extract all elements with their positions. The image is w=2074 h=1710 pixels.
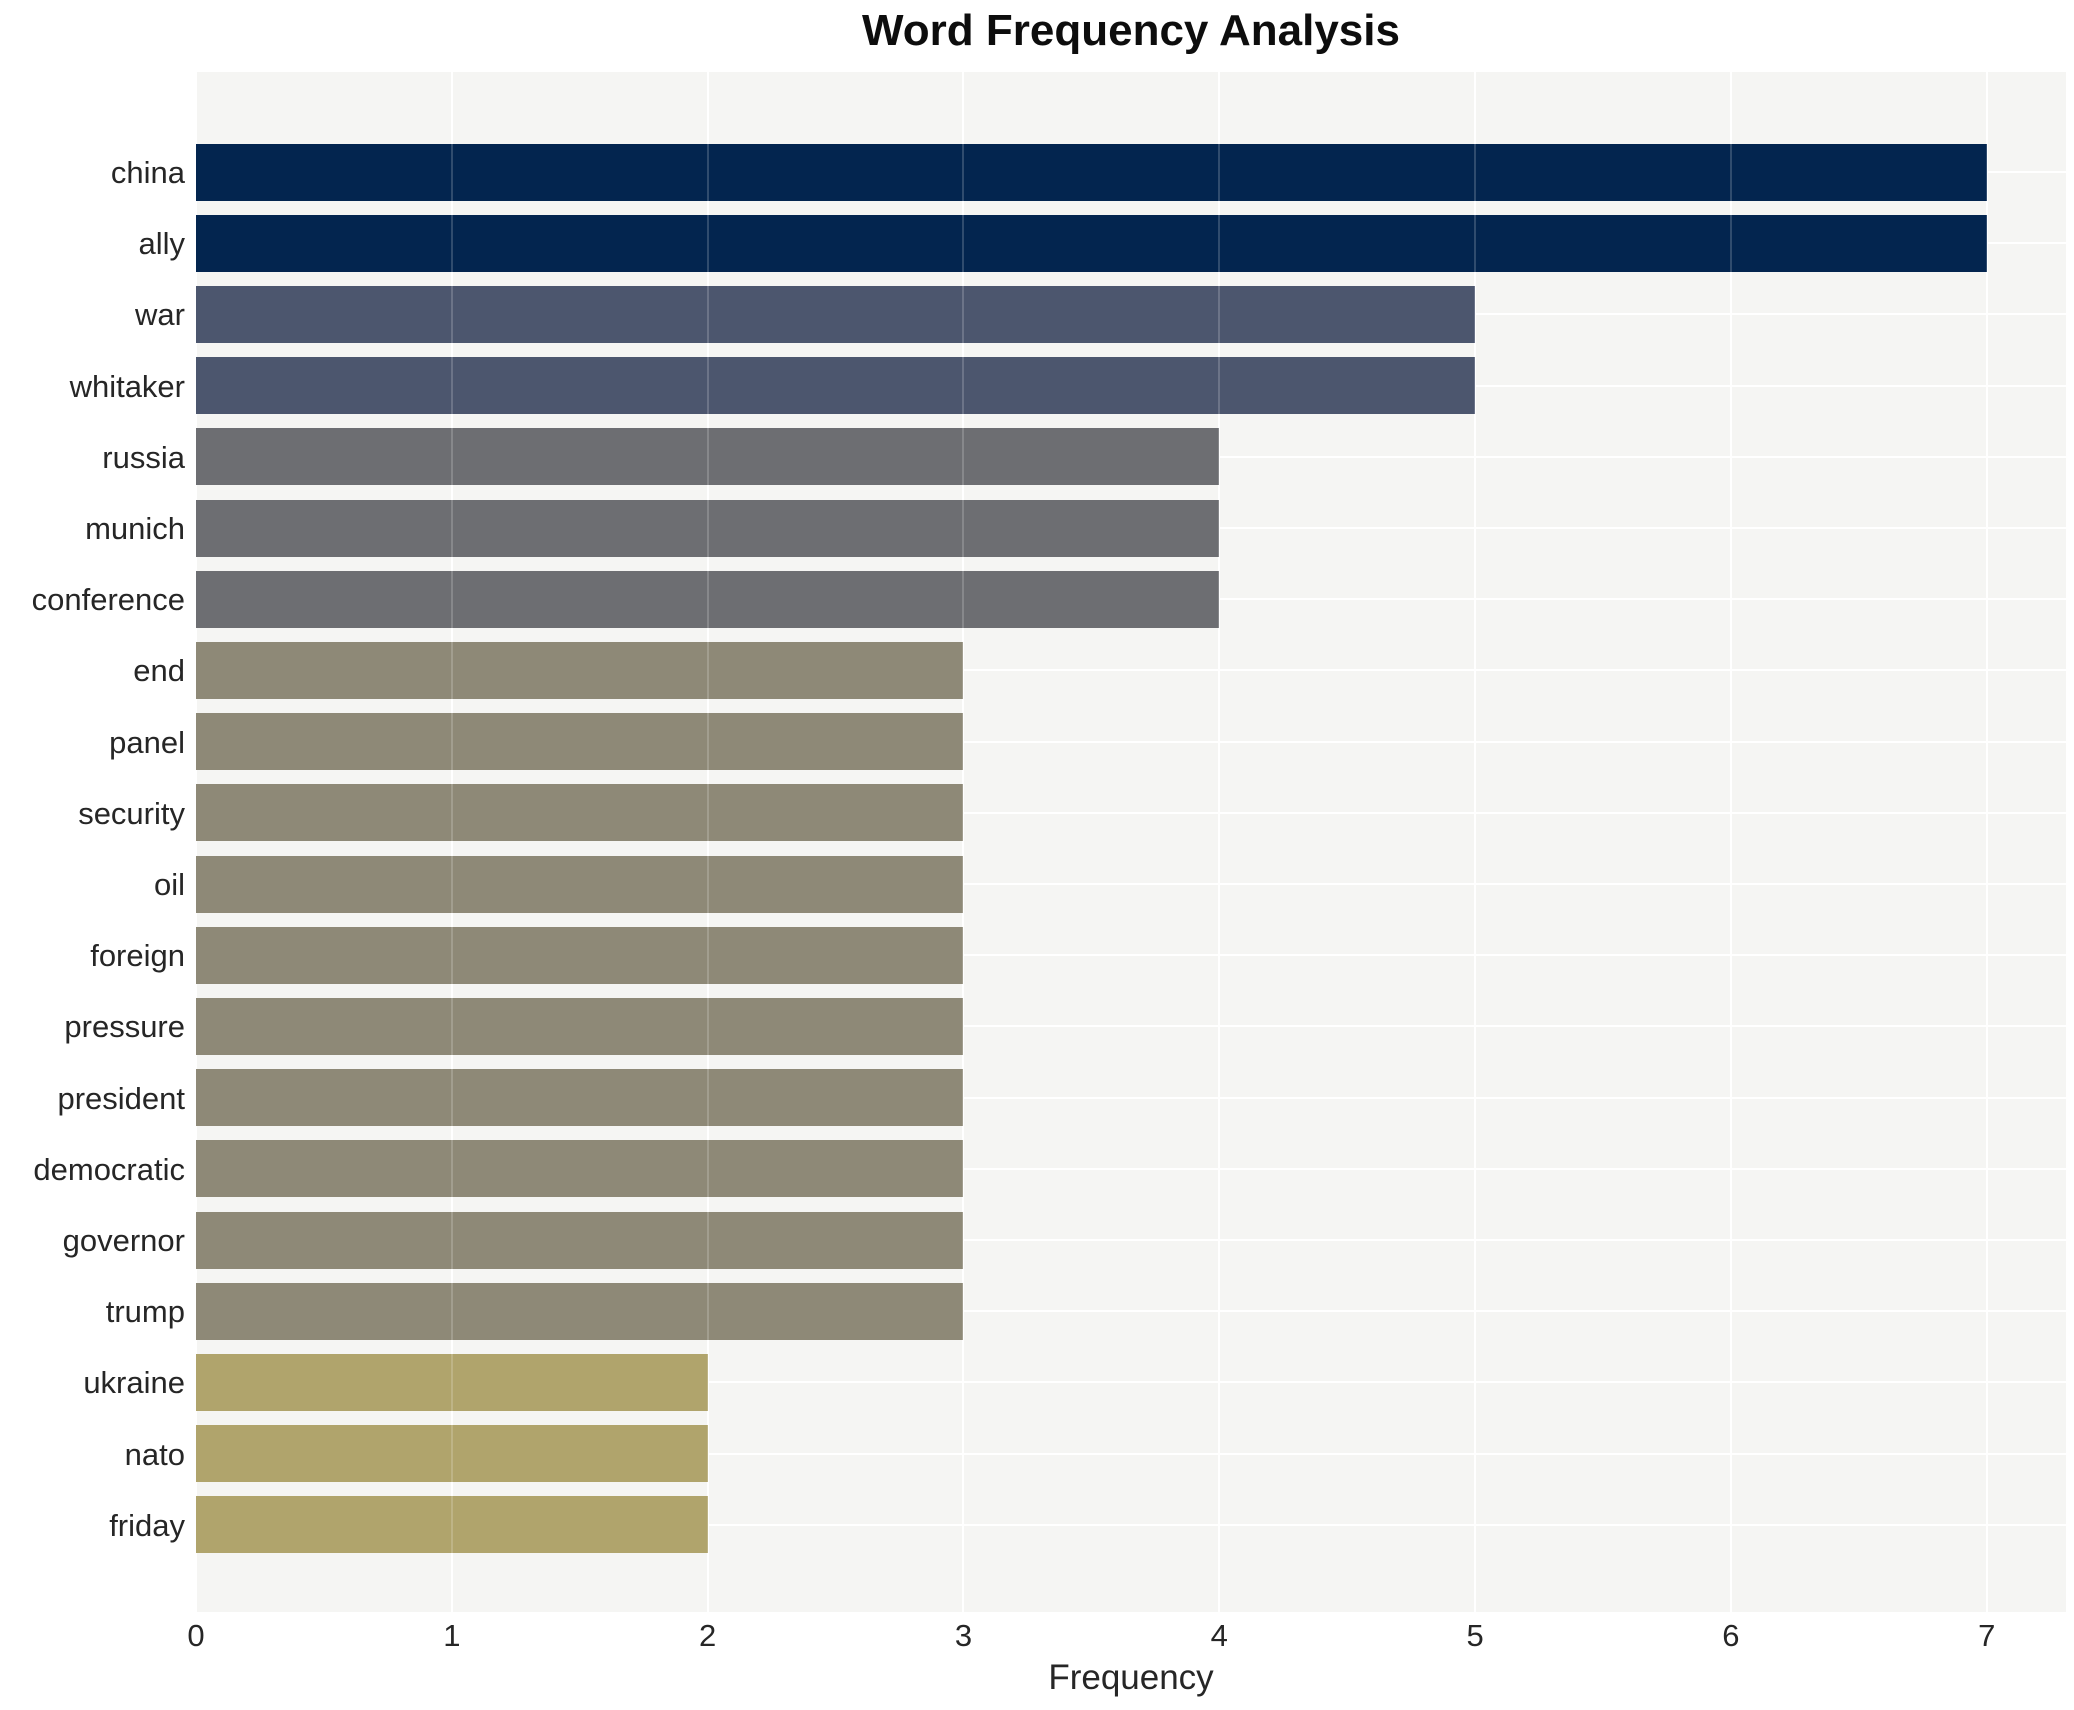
y-gridline (196, 1025, 2066, 1028)
bar-whitaker (196, 357, 1476, 415)
bar-conference (196, 570, 1220, 628)
y-tick-label-end: end (133, 653, 185, 689)
x-gridline (1985, 72, 1988, 1612)
x-gridline (195, 72, 197, 1612)
x-gridline-overlay (1729, 72, 1732, 1612)
y-tick-label-nato: nato (124, 1436, 185, 1472)
x-tick-label-5: 5 (1466, 1618, 1484, 1653)
x-gridline-overlay (706, 72, 709, 1612)
bar-security (196, 784, 964, 842)
y-gridline (196, 740, 2066, 743)
y-tick-label-munich: munich (85, 511, 185, 546)
y-tick-label-democratic: democratic (33, 1151, 185, 1187)
x-gridline (1218, 72, 1221, 1612)
bar-foreign (196, 926, 964, 984)
x-gridline (962, 72, 965, 1612)
x-gridline-overlay (962, 72, 965, 1612)
y-tick-label-panel: panel (109, 724, 185, 760)
bar-president (196, 1069, 964, 1127)
x-tick-label-4: 4 (1210, 1618, 1228, 1653)
y-tick-label-conference: conference (31, 582, 185, 618)
bar-pressure (196, 997, 964, 1055)
bar-munich (196, 499, 1220, 557)
bar-end (196, 641, 964, 699)
x-gridline (706, 72, 709, 1612)
y-tick-label-foreign: foreign (90, 938, 185, 974)
bar-oil (196, 855, 964, 913)
x-tick-label-7: 7 (1978, 1618, 1996, 1653)
bar-russia (196, 428, 1220, 486)
y-gridline (196, 1239, 2066, 1241)
x-tick-label-6: 6 (1722, 1618, 1740, 1653)
x-gridline (1729, 72, 1732, 1612)
y-gridline (196, 1096, 2066, 1099)
y-gridline (196, 1523, 2066, 1526)
bar-democratic (196, 1140, 964, 1198)
y-tick-label-trump: trump (105, 1294, 185, 1330)
bar-ukraine (196, 1353, 708, 1411)
y-tick-label-china: china (110, 155, 185, 190)
y-gridline (196, 1310, 2066, 1313)
x-tick-label-3: 3 (954, 1618, 973, 1653)
x-gridline (1474, 72, 1477, 1612)
y-gridline (196, 669, 2066, 672)
x-tick-label-2: 2 (699, 1618, 717, 1653)
bar-china (196, 143, 1987, 201)
plot-area (195, 72, 2066, 1612)
y-tick-label-security: security (78, 795, 185, 831)
y-tick-label-governor: governor (62, 1223, 185, 1258)
x-gridline-overlay (1474, 72, 1477, 1612)
x-tick-label-0: 0 (187, 1618, 205, 1653)
bar-panel (196, 713, 964, 771)
y-tick-label-whitaker: whitaker (69, 368, 185, 404)
y-gridline (196, 1167, 2066, 1170)
y-gridline (196, 1452, 2066, 1455)
x-gridline (450, 72, 453, 1612)
y-gridline (196, 1381, 2066, 1384)
bar-nato (196, 1425, 708, 1483)
bar-war (196, 285, 1476, 343)
x-gridline-overlay (450, 72, 453, 1612)
y-gridline (196, 811, 2066, 814)
y-gridline (196, 883, 2066, 885)
x-axis-title: Frequency (1048, 1658, 1214, 1697)
y-tick-label-russia: russia (102, 439, 185, 475)
bar-ally (196, 214, 1987, 272)
y-tick-label-friday: friday (109, 1507, 185, 1543)
bar-trump (196, 1282, 964, 1340)
x-gridline-overlay (1218, 72, 1221, 1612)
bar-governor (196, 1211, 964, 1269)
y-tick-label-pressure: pressure (64, 1009, 185, 1045)
y-gridline (196, 954, 2066, 957)
bar-friday (196, 1496, 708, 1554)
y-tick-label-ukraine: ukraine (83, 1365, 185, 1401)
chart-title: Word Frequency Analysis (862, 6, 1400, 55)
x-tick-label-1: 1 (443, 1618, 461, 1653)
y-tick-label-war: war (135, 297, 185, 333)
x-gridline-overlay (1985, 72, 1988, 1612)
y-tick-label-oil: oil (153, 867, 185, 902)
y-tick-label-president: president (57, 1080, 185, 1116)
y-tick-label-ally: ally (138, 226, 185, 262)
